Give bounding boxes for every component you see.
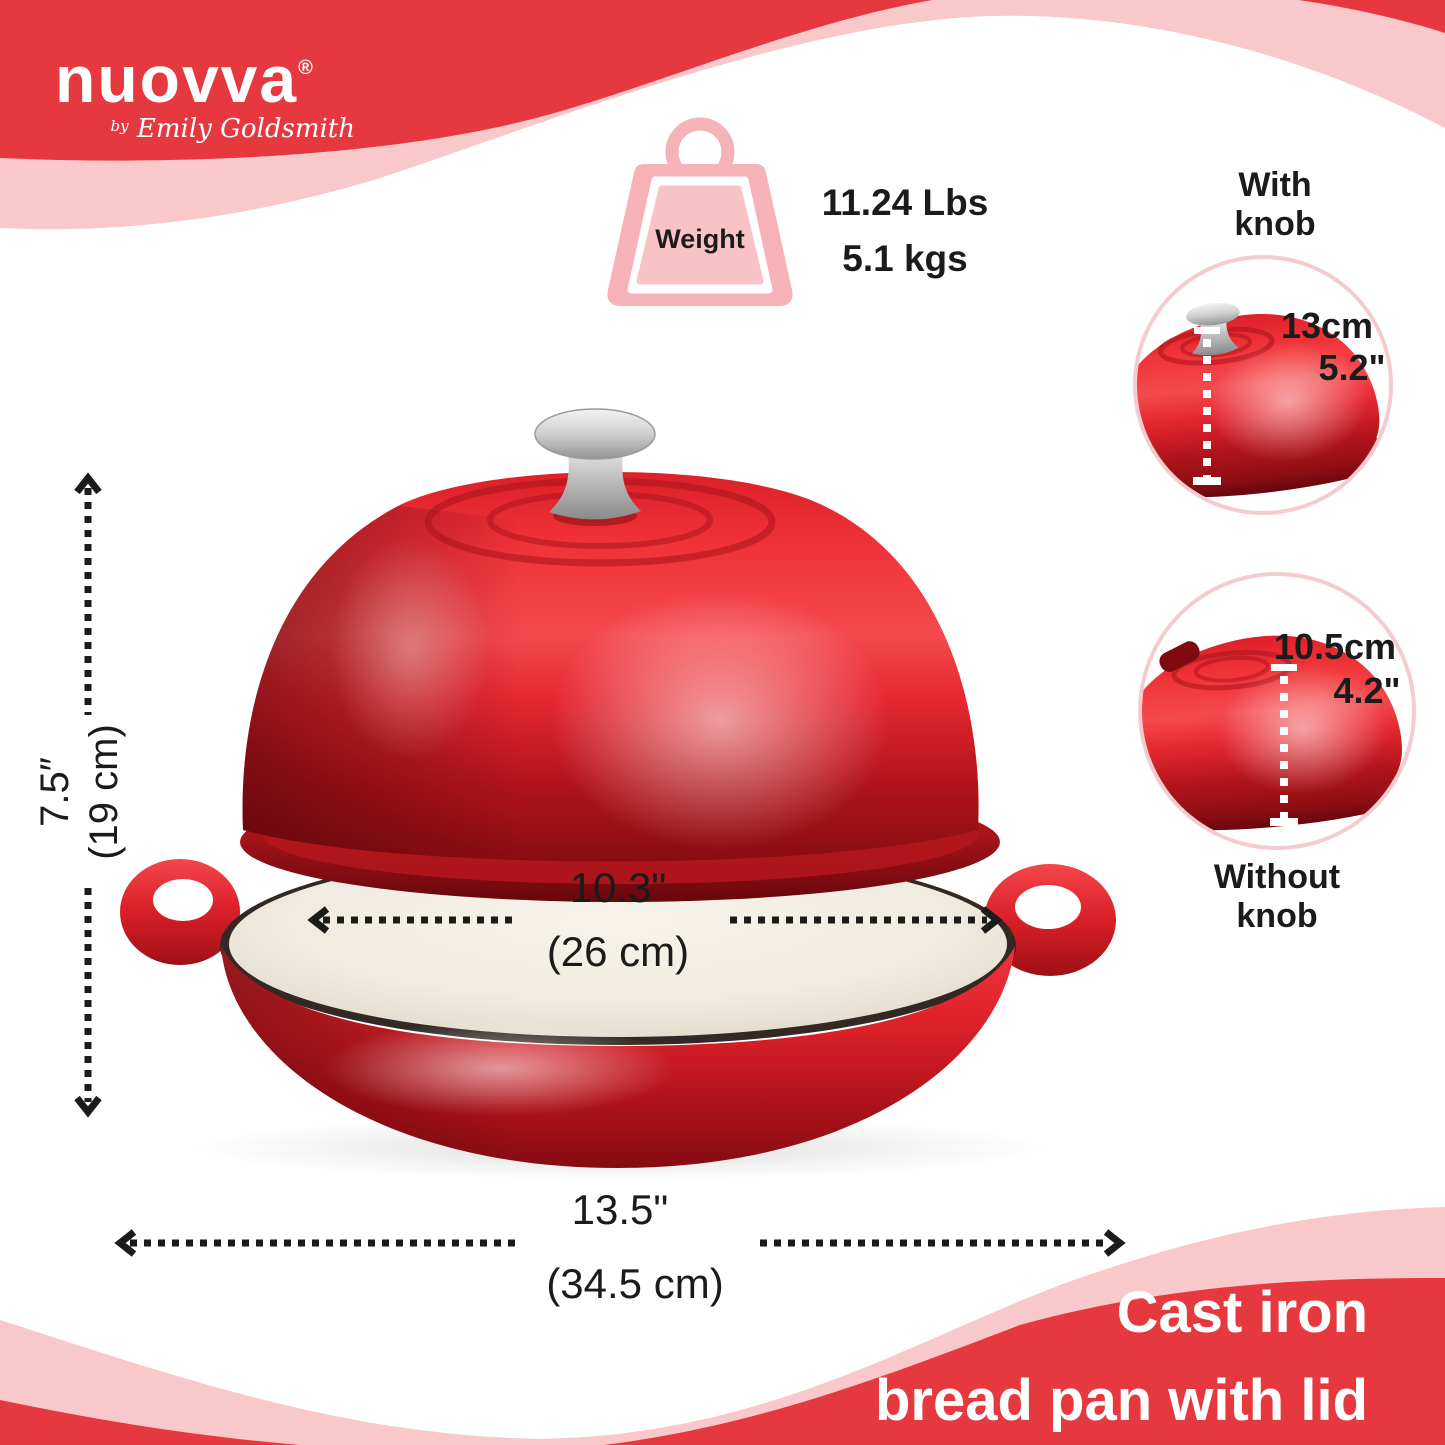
pan-right-handle <box>984 864 1116 976</box>
caption-line1: Cast iron <box>1116 1280 1368 1345</box>
with-knob-label-line2: knob <box>1234 205 1316 243</box>
without-knob-label-line2: knob <box>1236 897 1318 935</box>
without-knob-circle: 10.5cm 4.2" <box>1138 572 1416 850</box>
brand-logo-text: nuovva <box>55 42 299 116</box>
pan-front-highlight <box>325 1020 675 1116</box>
without-knob-height-in: 4.2" <box>1333 670 1401 711</box>
height-inches: 7.5″ <box>33 757 77 827</box>
lid-knob <box>534 408 656 526</box>
with-knob-label: With knob <box>1190 166 1360 244</box>
brand-byline-name: Emily Goldsmith <box>136 114 355 144</box>
height-dimension-arrow <box>74 472 102 1118</box>
height-dimension-text: 7.5″ (19 cm) <box>0 702 160 882</box>
weight-icon-label: Weight <box>655 224 745 254</box>
overall-width-inches: 13.5" <box>571 1186 669 1233</box>
overall-width-arrow <box>114 1229 1126 1257</box>
lid-gloss <box>550 590 890 850</box>
weight-icon-inner-fill <box>636 185 764 285</box>
bottom-wave-red <box>0 1278 1445 1445</box>
inner-diameter-inches: 10.3" <box>569 864 667 911</box>
caption: Cast iron bread pan with lid <box>875 1284 1368 1430</box>
without-knob-height-cm: 10.5cm <box>1273 626 1397 667</box>
without-knob-label: Without knob <box>1192 858 1362 936</box>
weight-pounds: 11.24 Lbs <box>821 182 989 223</box>
lid-with-knob-image <box>1137 302 1389 498</box>
caption-line2: bread pan with lid <box>874 1368 1368 1433</box>
weight-icon: Weight <box>607 117 793 306</box>
pan-base <box>120 847 1116 1168</box>
with-knob-measure-line <box>1193 327 1221 485</box>
brand-byline: by Emily Goldsmith <box>55 114 355 144</box>
overall-width-cm: (34.5 cm) <box>546 1260 724 1307</box>
inner-diameter-arrow <box>307 906 1003 934</box>
brand-logo: nuovva® <box>55 46 355 112</box>
with-knob-circle: 13cm 5.2" <box>1133 255 1393 515</box>
pan-left-handle <box>120 859 240 965</box>
registered-mark: ® <box>298 57 315 79</box>
with-knob-label-line1: With <box>1238 166 1312 204</box>
weight-kilograms: 5.1 kgs <box>842 238 968 279</box>
pan-enamel-interior <box>229 851 1007 1037</box>
lid-gloss-left <box>330 540 490 760</box>
without-knob-measure-line <box>1270 664 1298 826</box>
top-wave-red <box>0 0 1445 161</box>
lid-tab <box>1159 641 1200 672</box>
top-wave-decoration <box>0 0 1445 230</box>
bread-pan-image <box>120 408 1116 1180</box>
pan-lid <box>240 408 1000 902</box>
lid-without-knob-image <box>1142 635 1412 831</box>
with-knob-height-in: 5.2" <box>1318 347 1386 388</box>
brand-byline-prefix: by <box>110 117 129 135</box>
with-knob-height-cm: 13cm <box>1280 305 1374 346</box>
height-cm: (19 cm) <box>82 724 126 860</box>
inner-diameter-cm: (26 cm) <box>546 928 690 975</box>
without-knob-label-line1: Without <box>1213 858 1341 896</box>
brand-block: nuovva® by Emily Goldsmith <box>55 46 355 144</box>
bottom-wave-decoration <box>0 1207 1445 1445</box>
